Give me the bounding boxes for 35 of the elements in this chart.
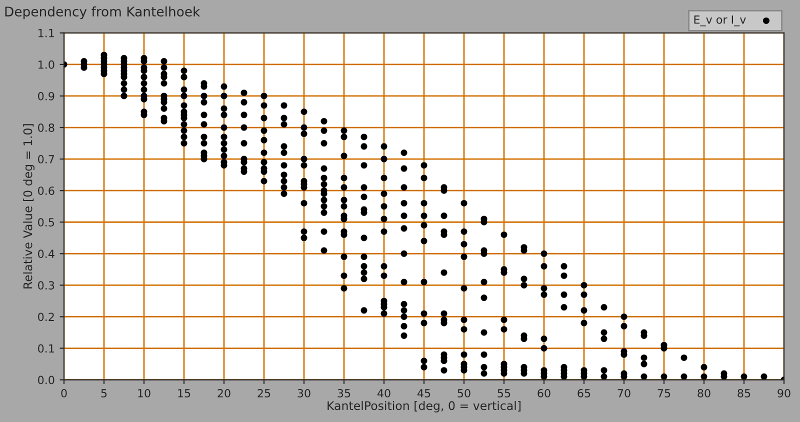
legend-label: E_v or I_v bbox=[694, 16, 746, 26]
x-tick-label: 35 bbox=[338, 389, 350, 398]
y-axis-title: Relative Value [0 deg = 1.0] bbox=[23, 124, 35, 288]
x-tick-label: 50 bbox=[458, 389, 470, 398]
x-tick-label: 40 bbox=[377, 389, 390, 398]
x-tick-label: 0 bbox=[61, 389, 67, 398]
x-tick-label: 60 bbox=[538, 389, 550, 398]
x-tick-label: 20 bbox=[218, 389, 230, 398]
x-tick-label: 90 bbox=[778, 389, 790, 398]
x-tick-label: 85 bbox=[738, 389, 750, 398]
x-tick-label: 5 bbox=[101, 389, 107, 398]
x-tick-label: 75 bbox=[658, 389, 670, 398]
y-tick-label: 0.6 bbox=[38, 186, 54, 195]
y-tick-label: 0.4 bbox=[38, 250, 54, 258]
chart-title: Dependency from Kantelhoek bbox=[5, 6, 200, 20]
y-tick-label: 0.8 bbox=[38, 123, 54, 132]
y-tick-label: 0.5 bbox=[38, 218, 54, 227]
x-tick-label: 10 bbox=[138, 389, 150, 398]
x-tick-label: 55 bbox=[498, 389, 510, 398]
x-tick-label: 65 bbox=[578, 389, 590, 398]
y-tick-label: 0.7 bbox=[38, 155, 54, 164]
y-tick-label: 0.3 bbox=[38, 281, 54, 290]
x-tick-label: 70 bbox=[618, 389, 630, 398]
x-tick-label: 80 bbox=[698, 389, 710, 398]
x-tick-label: 30 bbox=[298, 389, 310, 398]
y-tick-label: 0.1 bbox=[38, 344, 54, 353]
x-tick-label: 25 bbox=[258, 389, 270, 398]
y-tick-label: 0.0 bbox=[38, 376, 54, 384]
y-tick-label: 1.0 bbox=[38, 60, 54, 69]
y-tick-label: 0.2 bbox=[38, 312, 54, 322]
x-tick-label: 15 bbox=[178, 389, 190, 398]
x-axis-title: KantelPosition [deg, 0 = vertical] bbox=[328, 400, 520, 412]
y-tick-label: 0.9 bbox=[38, 92, 54, 100]
y-tick-label: 1.1 bbox=[38, 29, 54, 38]
x-tick-label: 45 bbox=[417, 389, 430, 398]
